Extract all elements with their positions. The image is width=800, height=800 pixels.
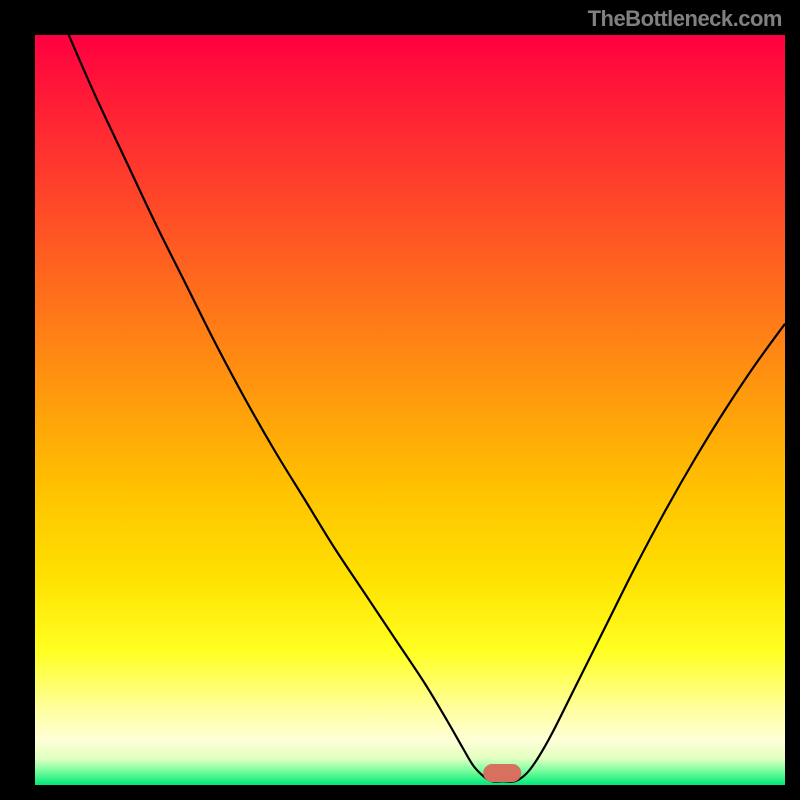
optimal-marker: [483, 764, 521, 782]
watermark-text: TheBottleneck.com: [588, 6, 782, 32]
plot-background: [35, 35, 785, 785]
bottleneck-chart: [0, 0, 800, 800]
chart-container: TheBottleneck.com: [0, 0, 800, 800]
